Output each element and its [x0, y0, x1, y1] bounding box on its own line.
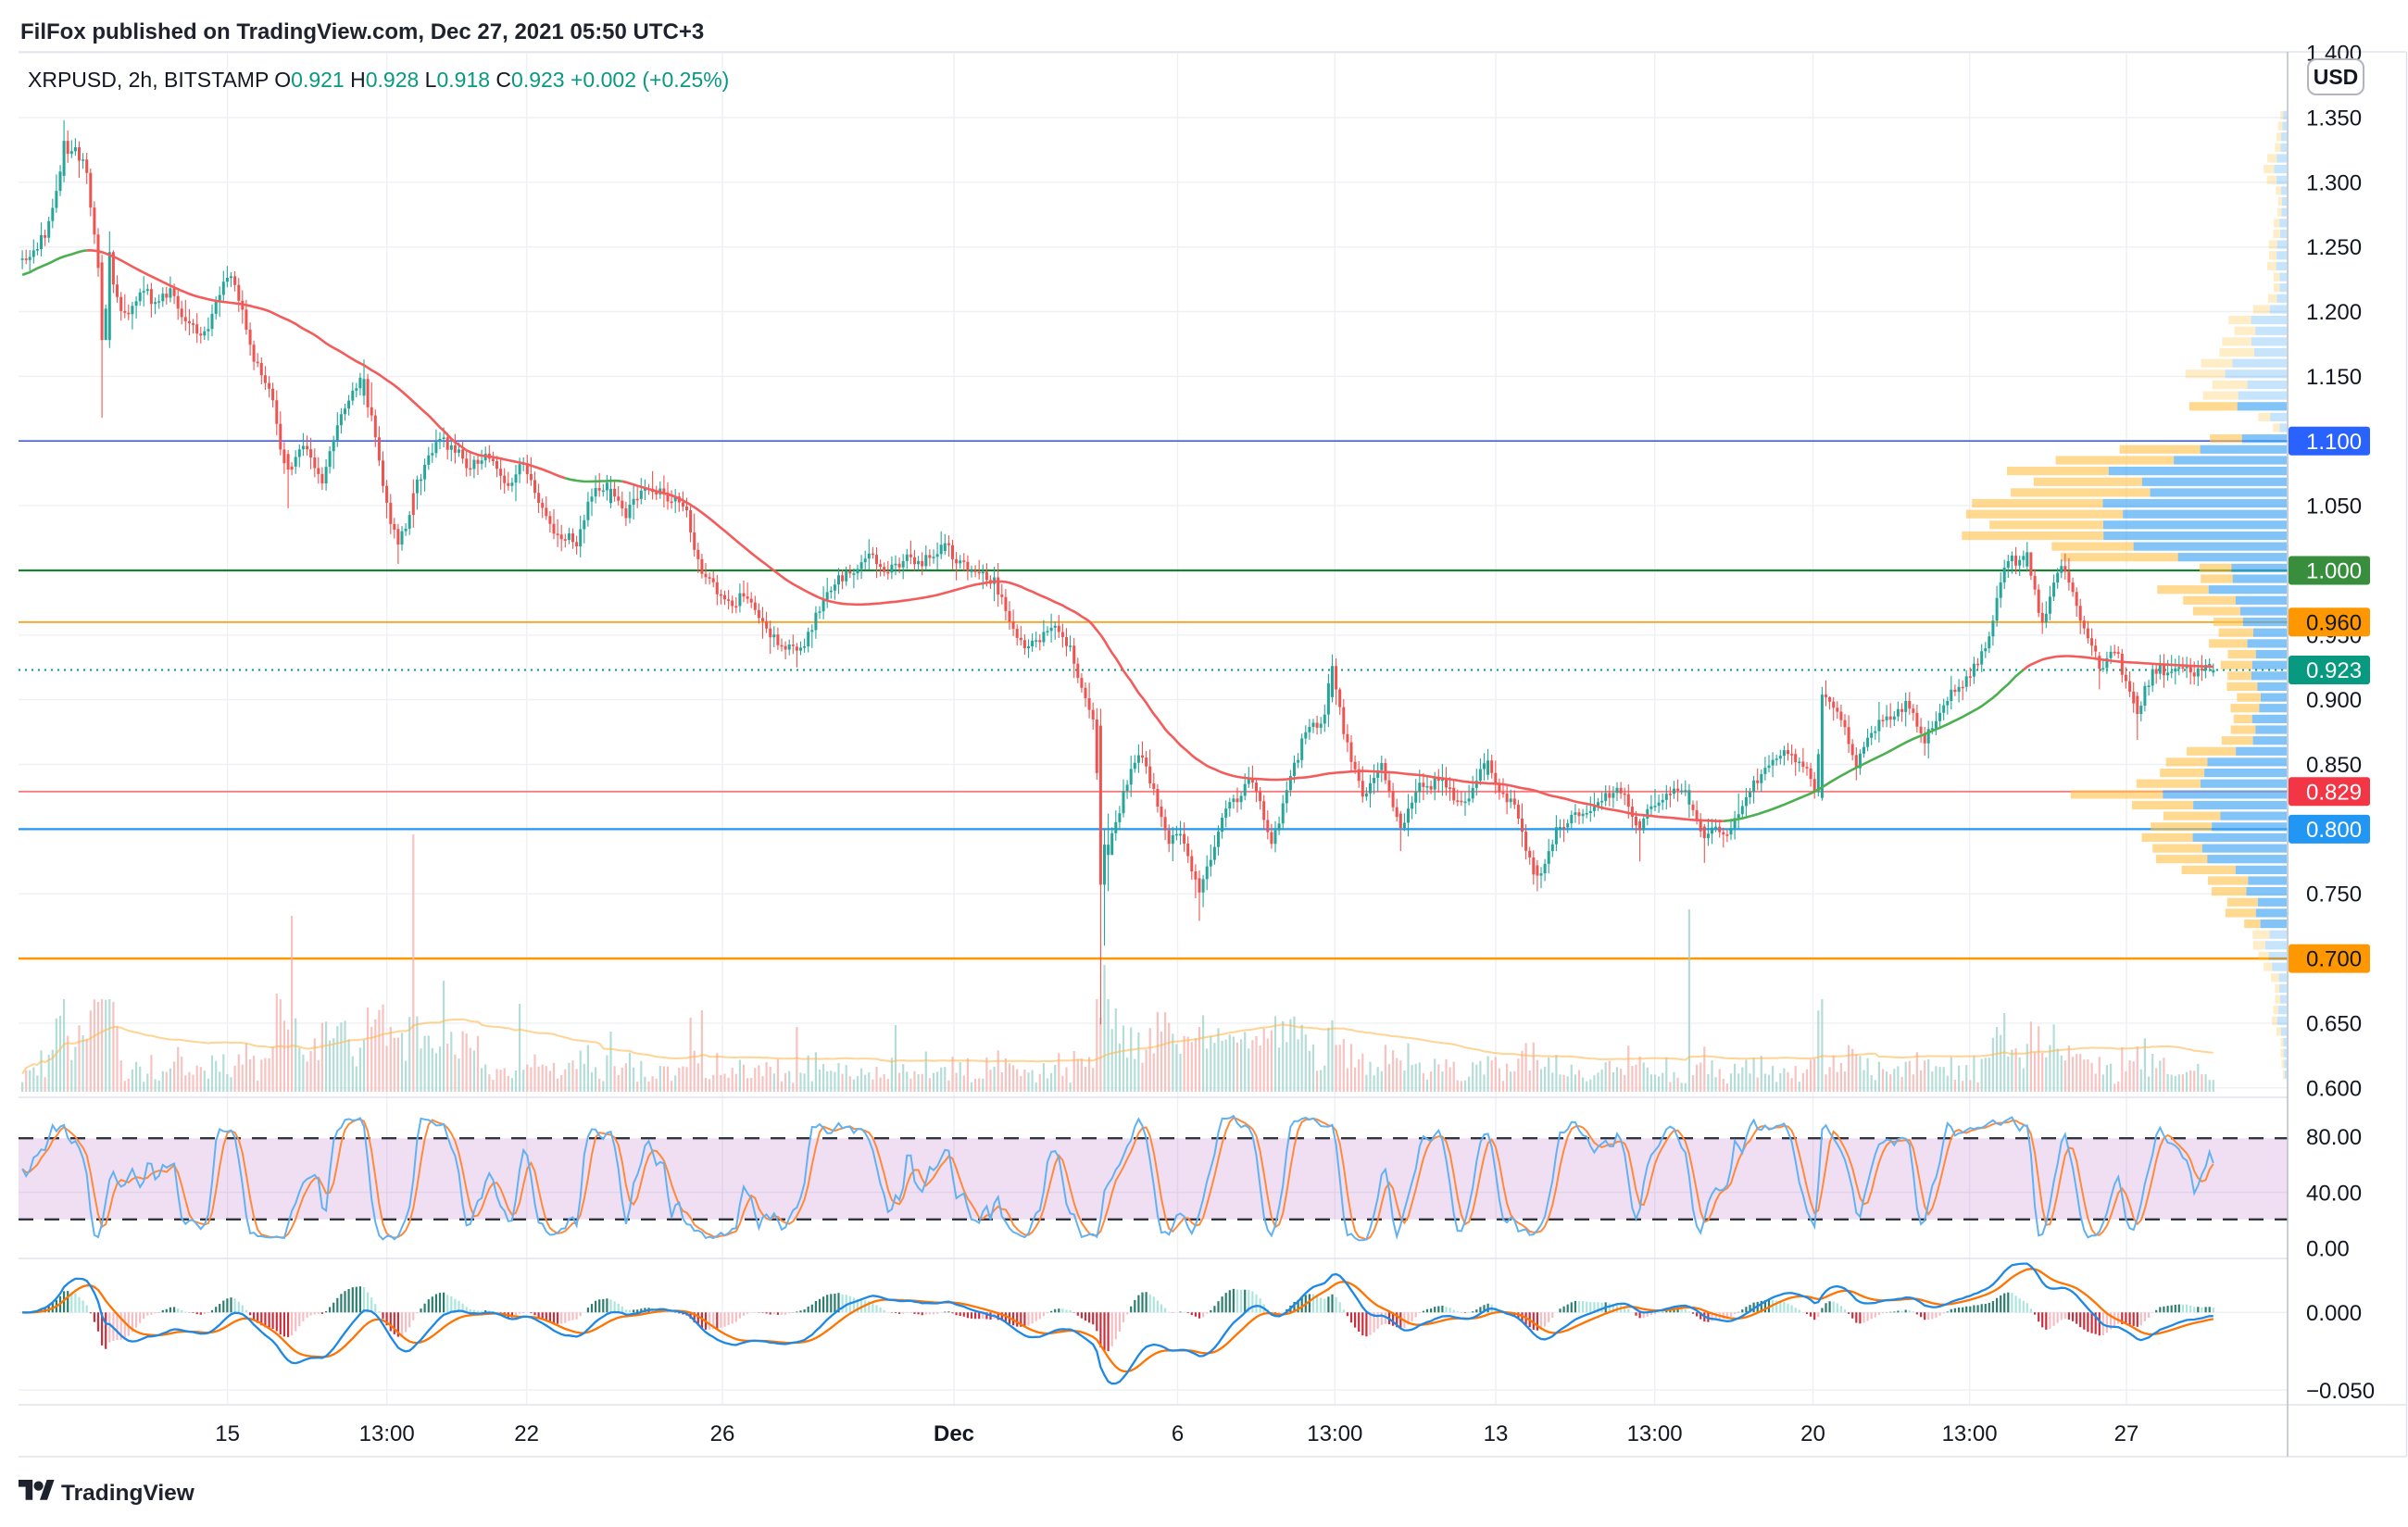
svg-text:0.700: 0.700 — [2306, 947, 2362, 972]
svg-text:0.960: 0.960 — [2306, 610, 2362, 635]
svg-text:0.750: 0.750 — [2306, 882, 2362, 907]
svg-text:15: 15 — [215, 1421, 240, 1446]
svg-text:13: 13 — [1484, 1421, 1509, 1446]
svg-text:13:00: 13:00 — [1942, 1421, 1998, 1446]
svg-text:1.250: 1.250 — [2306, 235, 2362, 260]
svg-text:0.650: 0.650 — [2306, 1011, 2362, 1036]
svg-text:26: 26 — [710, 1421, 735, 1446]
svg-text:20: 20 — [1800, 1421, 1825, 1446]
svg-text:40.00: 40.00 — [2306, 1182, 2362, 1207]
svg-text:0.00: 0.00 — [2306, 1237, 2350, 1262]
svg-text:6: 6 — [1172, 1421, 1184, 1446]
svg-text:1.100: 1.100 — [2306, 430, 2362, 455]
svg-text:80.00: 80.00 — [2306, 1125, 2362, 1150]
svg-text:Dec: Dec — [934, 1421, 974, 1446]
svg-text:13:00: 13:00 — [1627, 1421, 1683, 1446]
svg-text:22: 22 — [514, 1421, 539, 1446]
svg-text:USD: USD — [2314, 65, 2359, 89]
svg-text:1.200: 1.200 — [2306, 300, 2362, 325]
svg-text:0.600: 0.600 — [2306, 1076, 2362, 1101]
svg-text:0.900: 0.900 — [2306, 688, 2362, 713]
svg-text:−0.050: −0.050 — [2306, 1379, 2375, 1404]
svg-text:1.350: 1.350 — [2306, 106, 2362, 131]
svg-text:0.850: 0.850 — [2306, 753, 2362, 778]
svg-text:0.800: 0.800 — [2306, 818, 2362, 843]
svg-text:0.829: 0.829 — [2306, 780, 2362, 805]
svg-text:1.050: 1.050 — [2306, 494, 2362, 519]
svg-text:1.000: 1.000 — [2306, 559, 2362, 584]
svg-text:TradingView: TradingView — [61, 1481, 195, 1506]
svg-text:0.000: 0.000 — [2306, 1301, 2362, 1326]
svg-text:1.150: 1.150 — [2306, 365, 2362, 390]
svg-text:13:00: 13:00 — [1307, 1421, 1362, 1446]
svg-text:0.923: 0.923 — [2306, 658, 2362, 683]
svg-text:XRPUSD, 2h, BITSTAMP O0.921: XRPUSD, 2h, BITSTAMP O0.921 H0.928 L0.91… — [28, 68, 729, 92]
svg-text:FilFox published on TradingVie: FilFox published on TradingView.com, Dec… — [20, 19, 704, 44]
svg-text:13:00: 13:00 — [359, 1421, 415, 1446]
svg-text:27: 27 — [2114, 1421, 2139, 1446]
svg-text:1.300: 1.300 — [2306, 170, 2362, 195]
